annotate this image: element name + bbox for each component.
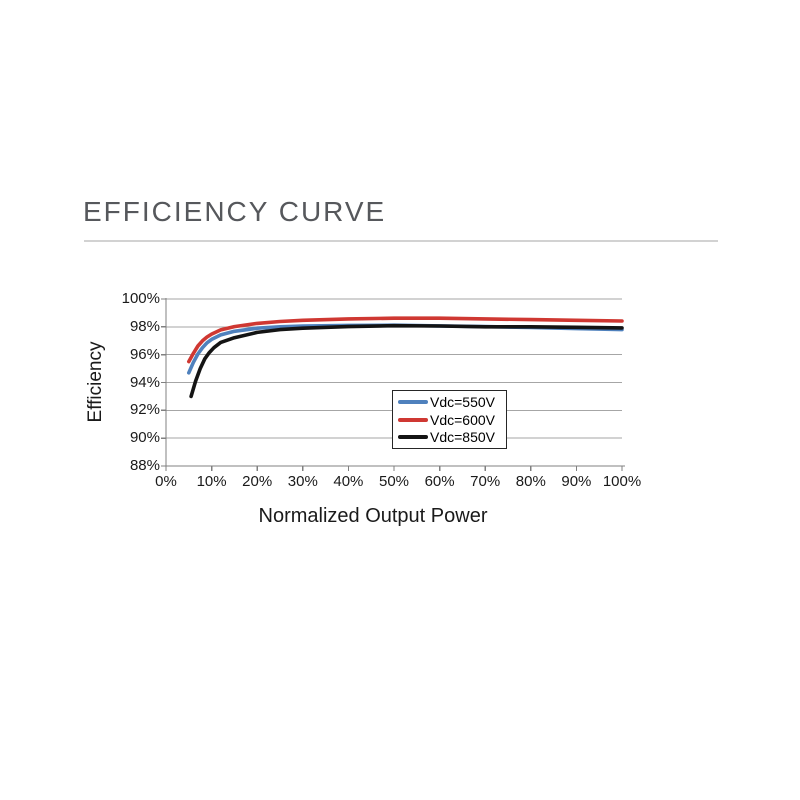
legend-item: Vdc=850V: [398, 428, 506, 446]
y-tick-label: 92%: [129, 401, 160, 419]
x-axis-title: Normalized Output Power: [258, 505, 488, 527]
y-tick-label: 100%: [121, 290, 160, 307]
series-line-vdc-850v: [189, 323, 624, 399]
x-tick-label: 100%: [602, 473, 642, 490]
x-tick-label: 60%: [424, 473, 455, 490]
x-tick-label: 40%: [333, 473, 364, 490]
legend-label: Vdc=600V: [430, 411, 495, 428]
y-tick-label: 98%: [129, 317, 160, 335]
x-tick-label: 90%: [561, 473, 592, 490]
legend-swatch-vdc-850v: [398, 435, 428, 440]
legend-swatch-vdc-600v: [398, 417, 428, 422]
legend-item: Vdc=600V: [398, 411, 506, 429]
x-tick-label: 30%: [287, 473, 318, 490]
legend-label: Vdc=550V: [430, 393, 495, 410]
series-line-vdc-600v: [187, 316, 624, 364]
y-tick-label: 90%: [129, 429, 160, 447]
y-tick-label: 88%: [129, 457, 160, 474]
legend-swatch-vdc-550v: [398, 399, 428, 404]
legend-item: Vdc=550V: [398, 393, 506, 411]
x-tick-label: 50%: [378, 473, 410, 490]
chart-legend: Vdc=550V Vdc=600V Vdc=850V: [392, 390, 507, 449]
y-tick-label: 94%: [129, 373, 160, 391]
title-divider: [84, 240, 718, 242]
page-title: EFFICIENCY CURVE: [83, 196, 387, 227]
x-tick-label: 70%: [470, 473, 501, 490]
x-tick-label: 0%: [155, 473, 177, 490]
x-tick-label: 80%: [515, 473, 546, 490]
y-tick-label: 96%: [129, 345, 160, 363]
x-tick-label: 20%: [242, 473, 273, 490]
x-tick-label: 10%: [196, 473, 227, 490]
legend-label: Vdc=850V: [430, 429, 495, 446]
